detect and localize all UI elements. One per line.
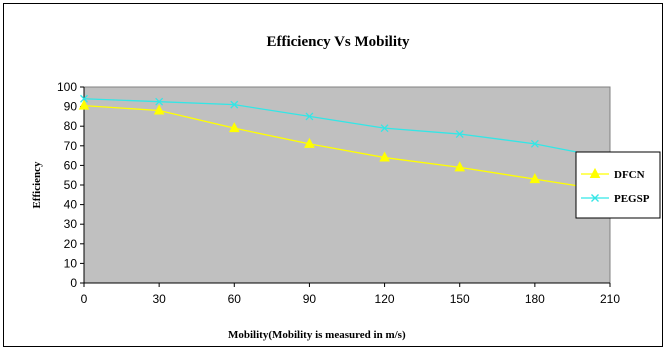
y-tick-label: 80 (64, 119, 78, 133)
data-point (153, 104, 165, 115)
data-point (304, 137, 315, 148)
data-point (80, 94, 88, 103)
y-axis-label: Efficiency (31, 161, 43, 209)
x-tick-label: 90 (303, 292, 317, 306)
x-tick-label: 180 (525, 292, 545, 306)
y-tick-label: 0 (70, 276, 77, 290)
plot-area (83, 86, 611, 284)
legend-entry-dfcn: DFCN (581, 167, 645, 181)
legend-label: PEGSP (614, 193, 650, 205)
data-point (305, 112, 314, 121)
data-point (78, 99, 90, 110)
x-axis: 0 30 60 90 120 150 180 210 (81, 282, 620, 306)
x-tick-label: 150 (450, 292, 470, 306)
y-tick-label: 60 (64, 158, 78, 172)
data-point (530, 139, 539, 148)
data-point (228, 122, 240, 133)
data-point (454, 161, 466, 172)
series-line-pegsp (83, 98, 611, 160)
legend-marker (589, 167, 601, 178)
y-tick-label: 40 (64, 198, 78, 212)
y-axis: 0 10 20 30 40 50 60 70 80 90 100 (57, 80, 85, 290)
x-tick-label: 210 (600, 292, 620, 306)
legend-marker (591, 194, 599, 202)
data-point (379, 151, 390, 162)
legend: DFCN PEGSP (575, 151, 661, 219)
data-point (455, 130, 464, 138)
series-line-dfcn (83, 104, 611, 192)
y-tick-label: 50 (64, 178, 78, 192)
chart-title: Efficiency Vs Mobility (266, 34, 410, 50)
series-pegsp (80, 94, 614, 163)
x-tick-label: 60 (228, 292, 242, 306)
data-point (155, 97, 164, 106)
y-tick-label: 90 (64, 100, 78, 114)
y-tick-label: 100 (57, 80, 77, 94)
x-tick-label: 30 (152, 292, 166, 306)
y-tick-label: 70 (64, 139, 78, 153)
data-point (529, 173, 541, 184)
y-tick-label: 20 (64, 237, 78, 251)
x-tick-label: 0 (81, 292, 88, 306)
legend-label: DFCN (614, 169, 645, 181)
data-point (230, 100, 239, 109)
x-axis-label: Mobility(Mobility is measured in m/s) (228, 329, 406, 341)
y-tick-label: 30 (64, 217, 78, 231)
x-tick-label: 120 (375, 292, 395, 306)
legend-entry-pegsp: PEGSP (581, 193, 650, 205)
data-point (380, 124, 389, 133)
legend-box (575, 151, 661, 219)
y-tick-label: 10 (64, 256, 78, 270)
